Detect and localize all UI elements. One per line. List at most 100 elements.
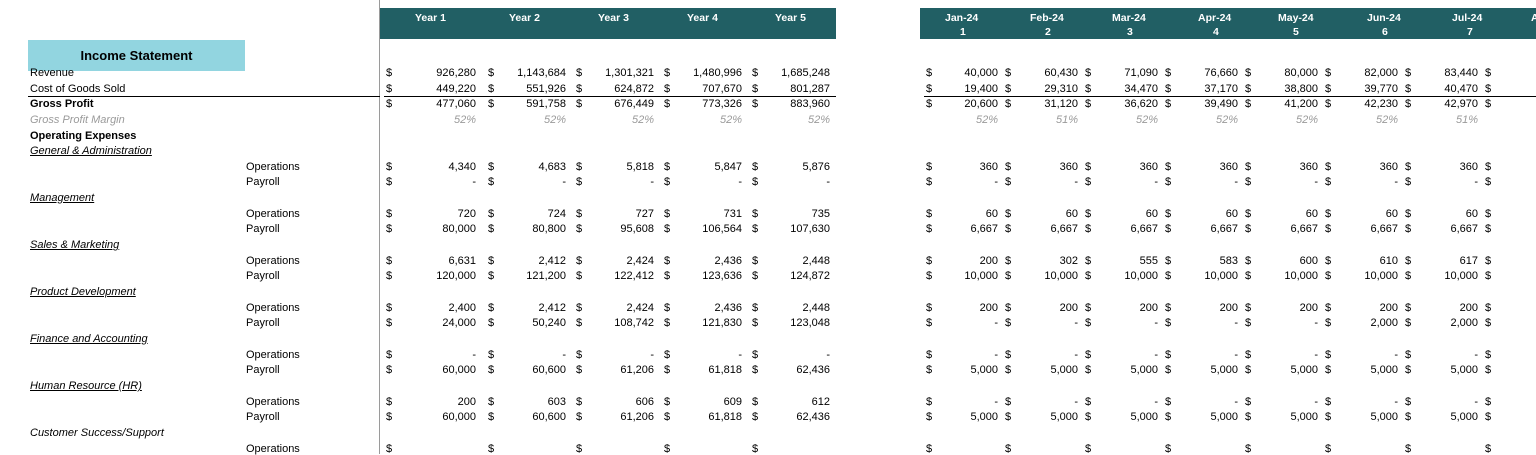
currency-symbol: $	[576, 317, 583, 329]
monthly-value: 5,000	[1290, 364, 1318, 376]
currency-symbol: $	[1485, 67, 1492, 79]
currency-symbol: $	[1085, 411, 1092, 423]
monthly-value: 200	[1059, 302, 1078, 314]
monthly-value: 360	[1299, 161, 1318, 173]
annual-value: 2,436	[714, 302, 742, 314]
currency-symbol: $	[664, 349, 671, 361]
annual-value: 477,060	[436, 98, 476, 110]
currency-symbol: $	[386, 176, 393, 188]
line-item-label: Operations	[246, 443, 300, 455]
currency-symbol: $	[1485, 443, 1492, 455]
row-label: Human Resource (HR)	[30, 380, 142, 392]
currency-symbol: $	[752, 255, 759, 267]
monthly-value: 34,470	[1124, 83, 1158, 95]
year-header: Year 4	[687, 12, 718, 24]
currency-symbol: $	[1485, 349, 1492, 361]
monthly-value: -	[1234, 317, 1238, 329]
monthly-value: 5,000	[1130, 364, 1158, 376]
annual-value: -	[826, 176, 830, 188]
currency-symbol: $	[926, 317, 933, 329]
subtotal-rule	[28, 96, 380, 97]
currency-symbol: $	[1005, 302, 1012, 314]
currency-symbol: $	[488, 208, 495, 220]
currency-symbol: $	[1245, 208, 1252, 220]
line-item-label: Operations	[246, 302, 300, 314]
monthly-value: 5,000	[1370, 364, 1398, 376]
annual-value: 121,200	[526, 270, 566, 282]
currency-symbol: $	[386, 255, 393, 267]
row-label: Product Development	[30, 286, 136, 298]
annual-value: 61,818	[708, 364, 742, 376]
annual-value: 5,876	[802, 161, 830, 173]
currency-symbol: $	[1405, 411, 1412, 423]
monthly-value: 360	[1459, 161, 1478, 173]
currency-symbol: $	[1405, 161, 1412, 173]
currency-symbol: $	[1325, 161, 1332, 173]
monthly-value: 83,440	[1444, 67, 1478, 79]
line-item-label: Payroll	[246, 411, 280, 423]
monthly-value: 6,667	[1050, 223, 1078, 235]
annual-value: 801,287	[790, 83, 830, 95]
currency-symbol: $	[576, 161, 583, 173]
currency-symbol: $	[386, 302, 393, 314]
currency-symbol: $	[1245, 67, 1252, 79]
currency-symbol: $	[926, 98, 933, 110]
currency-symbol: $	[1405, 364, 1412, 376]
monthly-value: 360	[1219, 161, 1238, 173]
currency-symbol: $	[1245, 270, 1252, 282]
currency-symbol: $	[576, 396, 583, 408]
currency-symbol: $	[386, 208, 393, 220]
annual-value: 62,436	[796, 364, 830, 376]
currency-symbol: $	[1405, 443, 1412, 455]
currency-symbol: $	[1165, 255, 1172, 267]
currency-symbol: $	[1005, 83, 1012, 95]
month-index: 1	[960, 26, 966, 38]
line-item-label: Payroll	[246, 223, 280, 235]
annual-value: 2,400	[448, 302, 476, 314]
line-item-label: Payroll	[246, 364, 280, 376]
currency-symbol: $	[1085, 270, 1092, 282]
currency-symbol: $	[386, 396, 393, 408]
annual-value: 52%	[719, 114, 742, 126]
currency-symbol: $	[752, 411, 759, 423]
currency-symbol: $	[1485, 98, 1492, 110]
currency-symbol: $	[1245, 161, 1252, 173]
currency-symbol: $	[1405, 302, 1412, 314]
monthly-value: 583	[1219, 255, 1238, 267]
currency-symbol: $	[488, 411, 495, 423]
annual-value: 61,206	[620, 364, 654, 376]
row-label: Management	[30, 192, 95, 204]
monthly-value: 60	[1225, 208, 1238, 220]
currency-symbol: $	[386, 270, 393, 282]
currency-symbol: $	[1325, 83, 1332, 95]
currency-symbol: $	[386, 349, 393, 361]
annual-value: 2,424	[626, 302, 654, 314]
monthly-value: -	[1074, 396, 1078, 408]
annual-value: 449,220	[436, 83, 476, 95]
currency-symbol: $	[576, 270, 583, 282]
currency-symbol: $	[1085, 223, 1092, 235]
currency-symbol: $	[1325, 396, 1332, 408]
currency-symbol: $	[1165, 411, 1172, 423]
currency-symbol: $	[576, 411, 583, 423]
currency-symbol: $	[488, 98, 495, 110]
annual-value: -	[562, 349, 566, 361]
monthly-value: 360	[1139, 161, 1158, 173]
currency-symbol: $	[1165, 83, 1172, 95]
currency-symbol: $	[1245, 317, 1252, 329]
currency-symbol: $	[386, 223, 393, 235]
currency-symbol: $	[1245, 98, 1252, 110]
currency-symbol: $	[386, 443, 393, 455]
currency-symbol: $	[1325, 270, 1332, 282]
currency-symbol: $	[576, 83, 583, 95]
currency-symbol: $	[1325, 443, 1332, 455]
month-header: Feb-24	[1030, 12, 1064, 24]
month-index: 6	[1382, 26, 1388, 38]
month-index: 4	[1213, 26, 1219, 38]
monthly-value: -	[1154, 349, 1158, 361]
currency-symbol: $	[1485, 396, 1492, 408]
annual-value: 80,800	[532, 223, 566, 235]
monthly-value: 36,620	[1124, 98, 1158, 110]
monthly-value: 5,000	[970, 411, 998, 423]
currency-symbol: $	[926, 411, 933, 423]
